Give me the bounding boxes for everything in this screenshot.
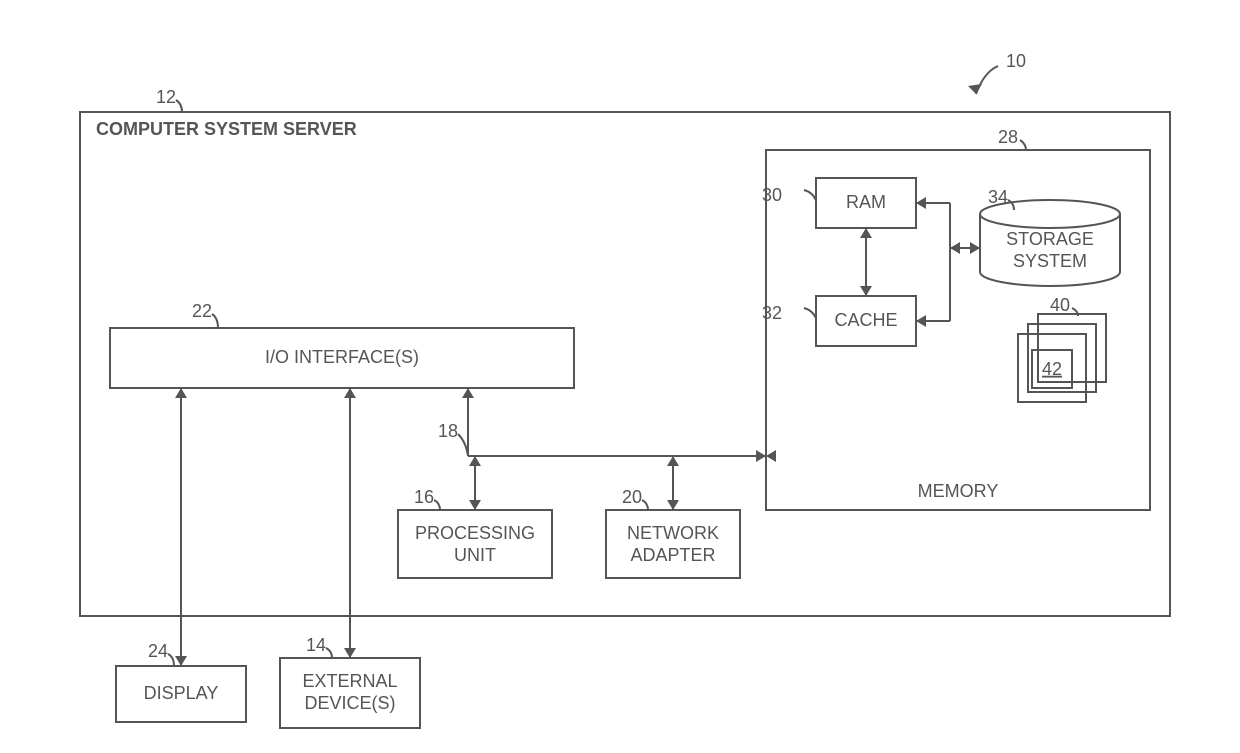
memory-label: MEMORY: [918, 481, 999, 501]
ref-net: 20: [622, 487, 642, 507]
ref-server-hook: [176, 100, 182, 112]
ref-ram: 30: [762, 185, 782, 205]
ref-net-hook: [642, 500, 648, 510]
ref-memory: 28: [998, 127, 1018, 147]
ref-proc-hook: [434, 500, 440, 510]
storage-label-2: SYSTEM: [1013, 251, 1087, 271]
ref-storage: 34: [988, 187, 1008, 207]
ref-display-hook: [168, 654, 174, 666]
memory-box: [766, 150, 1150, 510]
proc-label-1: PROCESSING: [415, 523, 535, 543]
ref-memory-hook: [1020, 140, 1026, 150]
ref-server: 12: [156, 87, 176, 107]
ref-overall-arrow: [968, 84, 982, 94]
cache-label: CACHE: [834, 310, 897, 330]
ref-bus: 18: [438, 421, 458, 441]
proc-label-2: UNIT: [454, 545, 496, 565]
net-label-1: NETWORK: [627, 523, 719, 543]
computer-system-diagram: 10 COMPUTER SYSTEM SERVER 12 I/O INTERFA…: [0, 0, 1240, 753]
ref-bus-hook: [458, 434, 468, 456]
ref-overall-pointer: [976, 66, 998, 94]
modules-stack: 42: [1018, 314, 1106, 402]
ref-display: 24: [148, 641, 168, 661]
ext-label-1: EXTERNAL: [302, 671, 397, 691]
ref-ram-hook: [804, 190, 816, 200]
ext-label-2: DEVICE(S): [304, 693, 395, 713]
ref-io: 22: [192, 301, 212, 321]
ref-ext-hook: [326, 648, 332, 658]
net-label-2: ADAPTER: [630, 545, 715, 565]
ram-label: RAM: [846, 192, 886, 212]
ref-modules: 40: [1050, 295, 1070, 315]
storage-label-1: STORAGE: [1006, 229, 1094, 249]
ref-io-hook: [212, 314, 218, 328]
server-title: COMPUTER SYSTEM SERVER: [96, 119, 357, 139]
display-label: DISPLAY: [144, 683, 219, 703]
ref-overall: 10: [1006, 51, 1026, 71]
modules-inner-label: 42: [1042, 359, 1062, 379]
ref-proc: 16: [414, 487, 434, 507]
ref-cache: 32: [762, 303, 782, 323]
ref-cache-hook: [804, 308, 816, 318]
io-label: I/O INTERFACE(S): [265, 347, 419, 367]
ref-ext: 14: [306, 635, 326, 655]
